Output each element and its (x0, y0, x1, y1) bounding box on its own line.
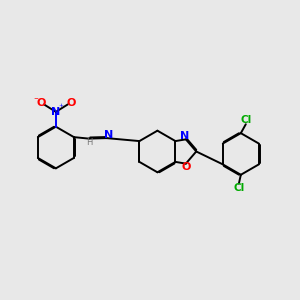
Text: $^-$: $^-$ (32, 95, 40, 104)
Text: $^+$: $^+$ (57, 102, 65, 111)
Text: O: O (66, 98, 75, 108)
Text: Cl: Cl (240, 115, 251, 125)
Text: H: H (87, 138, 93, 147)
Text: Cl: Cl (233, 183, 244, 193)
Text: N: N (104, 130, 113, 140)
Text: N: N (180, 131, 190, 141)
Text: N: N (51, 107, 61, 117)
Text: O: O (181, 162, 190, 172)
Text: O: O (36, 98, 46, 108)
